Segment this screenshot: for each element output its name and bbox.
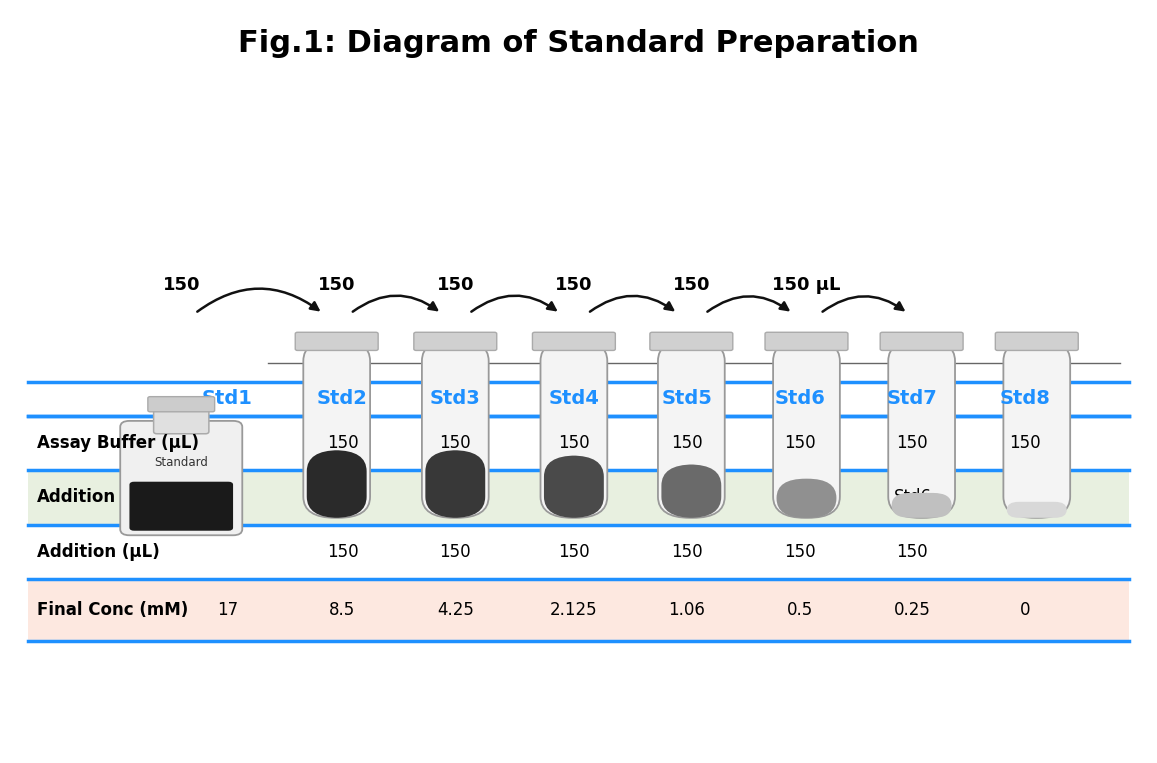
Text: Std7: Std7 bbox=[887, 389, 938, 408]
Text: 8.5: 8.5 bbox=[330, 601, 355, 620]
Text: 150: 150 bbox=[897, 543, 928, 561]
FancyBboxPatch shape bbox=[892, 493, 951, 518]
FancyBboxPatch shape bbox=[422, 340, 488, 518]
FancyBboxPatch shape bbox=[658, 340, 724, 518]
Text: 150: 150 bbox=[326, 434, 359, 452]
FancyBboxPatch shape bbox=[544, 456, 604, 518]
Text: 0.25: 0.25 bbox=[894, 601, 931, 620]
FancyBboxPatch shape bbox=[148, 397, 215, 412]
Text: 150: 150 bbox=[440, 434, 471, 452]
Text: 4.25: 4.25 bbox=[437, 601, 473, 620]
Text: 0.5: 0.5 bbox=[787, 601, 812, 620]
FancyBboxPatch shape bbox=[414, 332, 496, 350]
Text: Assay Buffer (μL): Assay Buffer (μL) bbox=[37, 434, 199, 452]
Text: Addition (μL): Addition (μL) bbox=[37, 543, 160, 561]
FancyBboxPatch shape bbox=[532, 332, 616, 350]
FancyBboxPatch shape bbox=[1007, 502, 1067, 518]
FancyBboxPatch shape bbox=[776, 478, 837, 518]
Text: Std2: Std2 bbox=[317, 389, 368, 408]
Text: Addition: Addition bbox=[37, 488, 117, 507]
Text: Std3: Std3 bbox=[430, 389, 480, 408]
Text: 150: 150 bbox=[318, 276, 355, 295]
FancyBboxPatch shape bbox=[426, 450, 485, 518]
FancyBboxPatch shape bbox=[28, 579, 1129, 642]
Text: 150: 150 bbox=[440, 543, 471, 561]
FancyBboxPatch shape bbox=[662, 465, 721, 518]
FancyBboxPatch shape bbox=[130, 481, 233, 531]
Text: Standard: Standard bbox=[154, 456, 208, 469]
Text: 150: 150 bbox=[671, 543, 702, 561]
FancyBboxPatch shape bbox=[773, 340, 840, 518]
Text: 150: 150 bbox=[162, 276, 200, 295]
Text: 150: 150 bbox=[783, 543, 816, 561]
Text: 150: 150 bbox=[671, 434, 702, 452]
Text: Std8: Std8 bbox=[1000, 389, 1051, 408]
Text: 150: 150 bbox=[672, 276, 710, 295]
Text: 17: 17 bbox=[216, 601, 238, 620]
FancyBboxPatch shape bbox=[154, 405, 209, 433]
FancyBboxPatch shape bbox=[307, 450, 367, 518]
Text: Std1: Std1 bbox=[324, 488, 361, 507]
FancyBboxPatch shape bbox=[295, 332, 378, 350]
Text: 150: 150 bbox=[897, 434, 928, 452]
Text: 2.125: 2.125 bbox=[550, 601, 598, 620]
Text: 150: 150 bbox=[783, 434, 816, 452]
Text: 150: 150 bbox=[436, 276, 474, 295]
FancyBboxPatch shape bbox=[889, 340, 955, 518]
FancyBboxPatch shape bbox=[28, 470, 1129, 525]
Text: 1.06: 1.06 bbox=[669, 601, 705, 620]
Text: Std3: Std3 bbox=[555, 488, 592, 507]
Text: 150: 150 bbox=[326, 543, 359, 561]
Text: Fig.1: Diagram of Standard Preparation: Fig.1: Diagram of Standard Preparation bbox=[238, 29, 919, 58]
Text: Std4: Std4 bbox=[548, 389, 599, 408]
FancyBboxPatch shape bbox=[28, 525, 1129, 579]
FancyBboxPatch shape bbox=[1003, 340, 1070, 518]
Text: 150: 150 bbox=[1009, 434, 1041, 452]
FancyBboxPatch shape bbox=[120, 421, 242, 536]
FancyBboxPatch shape bbox=[540, 340, 607, 518]
Text: Std6: Std6 bbox=[893, 488, 931, 507]
Text: Final Conc (mM): Final Conc (mM) bbox=[37, 601, 189, 620]
FancyBboxPatch shape bbox=[880, 332, 963, 350]
Text: 0: 0 bbox=[1020, 601, 1031, 620]
Text: Std5: Std5 bbox=[781, 488, 818, 507]
Text: Std1: Std1 bbox=[201, 389, 252, 408]
FancyBboxPatch shape bbox=[765, 332, 848, 350]
Text: Std5: Std5 bbox=[662, 389, 713, 408]
FancyBboxPatch shape bbox=[650, 332, 732, 350]
Text: 150 μL: 150 μL bbox=[773, 276, 841, 295]
FancyBboxPatch shape bbox=[28, 416, 1129, 470]
Text: Std6: Std6 bbox=[774, 389, 825, 408]
Text: Std2: Std2 bbox=[436, 488, 474, 507]
FancyBboxPatch shape bbox=[995, 332, 1078, 350]
Text: 150: 150 bbox=[555, 276, 592, 295]
Text: 150: 150 bbox=[558, 434, 590, 452]
FancyBboxPatch shape bbox=[303, 340, 370, 518]
Text: Std4: Std4 bbox=[668, 488, 706, 507]
Text: 150: 150 bbox=[558, 543, 590, 561]
